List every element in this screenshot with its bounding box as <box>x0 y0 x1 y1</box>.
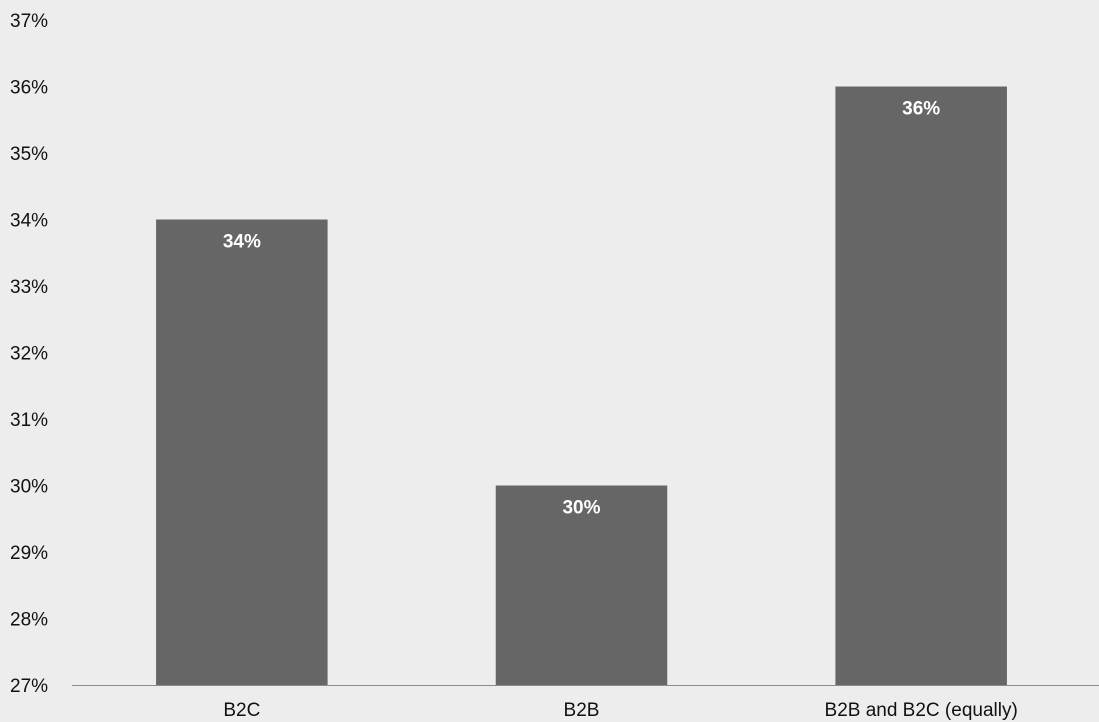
x-tick-label: B2B <box>564 700 600 721</box>
bar-2 <box>835 86 1007 685</box>
data-label: 36% <box>902 99 940 120</box>
data-label: 30% <box>562 498 600 519</box>
y-axis-ticks: 27% 28% 29% 30% 31% 32% 33% 34% 35% 36% 37% <box>10 11 48 697</box>
x-axis-labels: B2C B2B B2B and B2C (equally) <box>223 700 1017 721</box>
y-tick-label: 31% <box>10 410 48 431</box>
bars-group <box>156 86 1007 685</box>
y-tick-label: 33% <box>10 277 48 298</box>
y-tick-label: 28% <box>10 610 48 631</box>
bar-1 <box>495 485 668 685</box>
y-tick-label: 37% <box>10 11 48 32</box>
y-tick-label: 30% <box>10 477 48 498</box>
y-tick-label: 34% <box>10 211 48 232</box>
data-label: 34% <box>223 232 261 253</box>
y-tick-label: 29% <box>10 543 48 564</box>
bar-0 <box>156 219 328 685</box>
y-tick-label: 36% <box>10 78 48 99</box>
y-tick-label: 32% <box>10 344 48 365</box>
x-tick-label: B2B and B2C (equally) <box>825 700 1018 721</box>
y-tick-label: 35% <box>10 144 48 165</box>
x-tick-label: B2C <box>223 700 260 721</box>
y-tick-label: 27% <box>10 676 48 697</box>
data-labels-group: 34% 30% 36% <box>223 99 940 519</box>
